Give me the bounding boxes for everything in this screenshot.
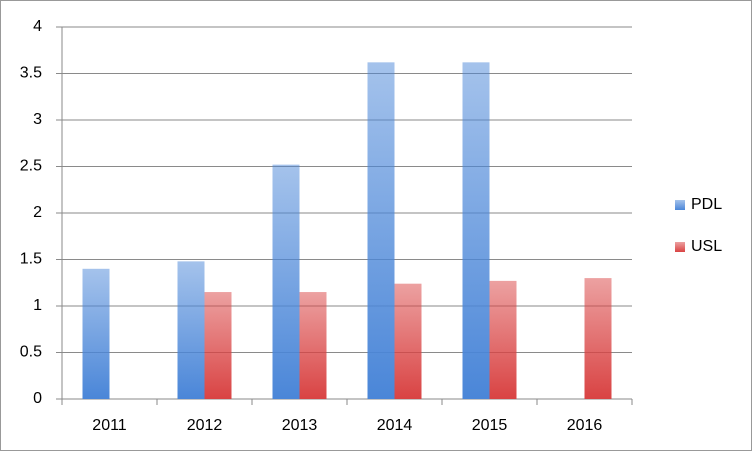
legend-label: PDL xyxy=(691,196,722,213)
bar xyxy=(489,280,517,399)
y-tick-label: 0.5 xyxy=(20,344,42,361)
bar xyxy=(584,278,612,399)
y-tick-label: 4 xyxy=(33,18,42,35)
x-tick-label: 2011 xyxy=(92,417,127,434)
legend-swatch xyxy=(675,200,685,210)
y-tick-label: 0 xyxy=(33,390,42,407)
x-tick-label: 2012 xyxy=(187,417,223,434)
bar xyxy=(367,62,395,400)
x-tick-label: 2013 xyxy=(282,417,318,434)
y-tick-label: 1 xyxy=(33,297,42,314)
y-tick-label: 3.5 xyxy=(20,65,42,82)
bar xyxy=(462,62,490,400)
bar xyxy=(272,164,300,399)
bar xyxy=(82,268,110,399)
x-tick-label: 2016 xyxy=(567,417,603,434)
bar xyxy=(204,292,232,399)
bar xyxy=(177,261,205,399)
legend-swatch xyxy=(675,242,685,252)
legend-label: USL xyxy=(691,238,722,255)
x-tick-label: 2015 xyxy=(472,417,508,434)
bar xyxy=(299,292,327,399)
y-tick-label: 3 xyxy=(33,111,42,128)
y-tick-label: 1.5 xyxy=(20,251,42,268)
y-tick-label: 2.5 xyxy=(20,158,42,175)
bar xyxy=(394,283,422,399)
x-tick-label: 2014 xyxy=(377,417,413,434)
y-tick-label: 2 xyxy=(33,204,42,221)
